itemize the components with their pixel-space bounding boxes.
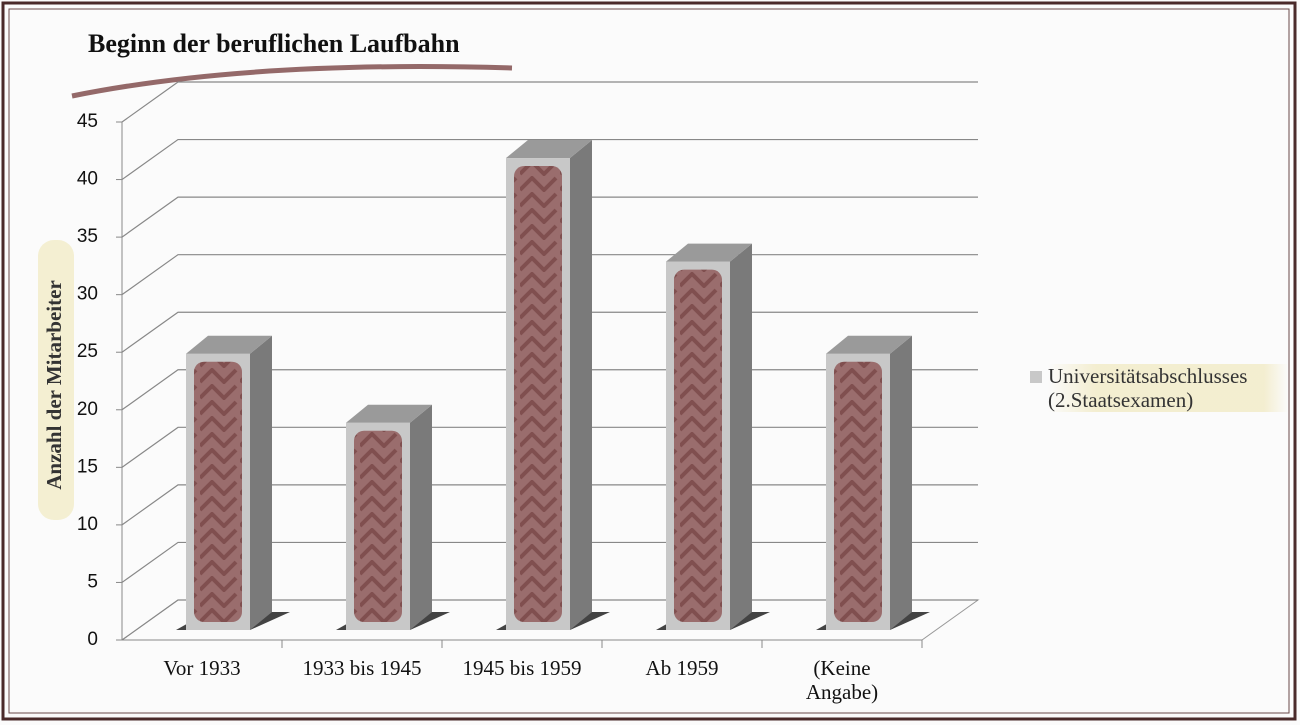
- x-tick-label: Ab 1959: [645, 656, 719, 680]
- bar-scribble: [514, 166, 562, 623]
- bar-side: [730, 243, 752, 630]
- y-tick-label: 40: [77, 169, 98, 190]
- bar-side: [250, 335, 272, 630]
- frame-inner: [8, 8, 1290, 714]
- y-tick-label: 25: [77, 341, 98, 362]
- y-tick-label: 10: [77, 514, 98, 535]
- grid-line: [121, 196, 978, 238]
- bar-scribble: [834, 361, 882, 622]
- legend-swatch: [1030, 371, 1042, 383]
- plot: 0 5 10 15 20 25 30 35 40 45: [77, 81, 980, 650]
- y-tick-label: 30: [77, 284, 98, 305]
- grid-line: [121, 138, 978, 181]
- bar-top: [186, 335, 272, 354]
- x-tick-label: 1945 bis 1959: [462, 656, 582, 680]
- chart-title: Beginn der beruflichen Laufbahn: [88, 29, 460, 58]
- grid-line: [121, 81, 978, 123]
- x-tick-label: Vor 1933: [163, 656, 241, 680]
- bar-top: [666, 243, 752, 262]
- y-tick-label: 45: [77, 111, 98, 132]
- bar-side: [890, 335, 912, 630]
- x-tick-label: (Keine Angabe): [805, 656, 879, 704]
- y-tick-label: 15: [77, 456, 98, 477]
- bar-scribble: [354, 430, 402, 622]
- bar-top: [506, 140, 592, 159]
- legend-label: Universitätsabschlusses (2.Staatsexamen): [1048, 364, 1288, 412]
- bar-side: [570, 140, 592, 631]
- y-tick-label: 35: [77, 226, 98, 247]
- y-tick-label: 5: [87, 571, 98, 592]
- bar-scribble: [674, 269, 722, 622]
- legend: Universitätsabschlusses (2.Staatsexamen): [1030, 364, 1288, 412]
- title-underline: [71, 64, 513, 99]
- bar-side: [410, 404, 432, 630]
- y-tick-label: 20: [77, 399, 98, 420]
- bar-top: [346, 404, 432, 423]
- label-highlight: [38, 240, 74, 520]
- y-tick-label: 0: [87, 629, 98, 650]
- y-axis-label: Anzahl der Mitarbeiter: [42, 280, 66, 490]
- bar-scribble: [194, 361, 242, 622]
- bar-top: [826, 335, 912, 354]
- x-tick-label: 1933 bis 1945: [302, 656, 422, 680]
